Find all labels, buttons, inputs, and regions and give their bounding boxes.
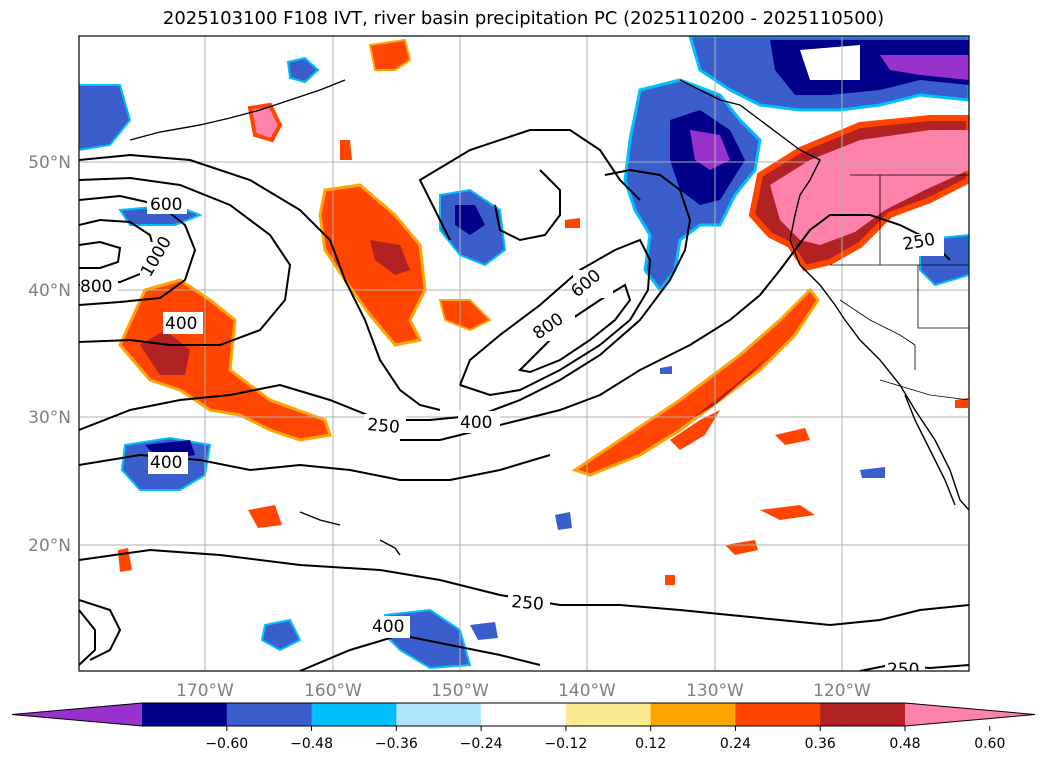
contour-label-250-southeast: 250 — [887, 660, 919, 680]
lon-label-170w: 170°W — [176, 681, 234, 701]
colorbar-tick-label: −0.48 — [290, 736, 333, 752]
small-positive-8 — [665, 575, 675, 585]
aleutian-positive — [247, 102, 283, 143]
colorbar-segment — [396, 703, 482, 726]
contour-label-400-west: 400 — [165, 314, 197, 334]
colorbar-tick-label: −0.36 — [375, 736, 418, 752]
colorbar-outline — [11, 702, 1036, 727]
lat-label-30n: 30°N — [28, 408, 71, 428]
ivt-contour-labels: 600 1000 800 400 400 250 400 600 800 250 — [80, 192, 944, 680]
contour-label-600-west: 600 — [150, 195, 182, 215]
small-positive-1 — [340, 140, 352, 160]
colorbar-segment — [650, 703, 736, 726]
colorbar: −0.60 −0.48 −0.36 −0.24 −0.12 0.12 0.24 0.36 0.4… — [11, 702, 1036, 752]
latitude-labels: 50°N 40°N 30°N 20°N — [28, 153, 71, 556]
lon-label-120w: 120°W — [813, 681, 871, 701]
contour-label-250-central: 250 — [367, 415, 401, 438]
colorbar-tick-label: −0.24 — [460, 736, 503, 752]
south-negative-3 — [470, 622, 498, 640]
contour-label-400-central: 400 — [460, 413, 492, 433]
positive-anomaly-regions — [118, 38, 969, 585]
central-positive-small — [438, 299, 492, 332]
colorbar-segment — [481, 703, 567, 726]
colorbar-segment — [226, 703, 313, 726]
small-positive-7 — [955, 398, 968, 408]
colorbar-tick-label: −0.12 — [544, 736, 587, 752]
colorbar-tick-label: 0.36 — [805, 736, 836, 752]
negative-anomaly-regions — [79, 36, 969, 670]
coastal-negative-purple — [690, 130, 730, 170]
north-positive — [368, 38, 412, 71]
longitude-labels: 170°W 160°W 150°W 140°W 130°W 120°W — [176, 681, 871, 701]
political-borders — [830, 174, 969, 401]
colorbar-segment — [735, 703, 821, 726]
north-negative-small — [286, 56, 320, 84]
colorbar-extend-max — [905, 703, 1035, 726]
colorbar-tick-label: 0.12 — [635, 736, 666, 752]
graticule — [79, 36, 969, 671]
pnw-positive-core — [770, 130, 969, 245]
small-positive-9 — [565, 218, 580, 228]
contour-label-800-west: 800 — [80, 277, 112, 297]
band-positive-tail — [670, 410, 720, 450]
small-positive-4 — [760, 505, 815, 520]
colorbar-tick-label: 0.48 — [889, 736, 920, 752]
lon-label-160w: 160°W — [304, 681, 362, 701]
map-panel: 600 1000 800 400 400 250 400 600 800 250 — [78, 35, 970, 680]
central-negative-core — [455, 205, 485, 235]
colorbar-extend-min — [12, 703, 142, 726]
small-positive-5 — [725, 540, 758, 555]
colorbar-segment — [820, 703, 906, 726]
small-positive-6 — [775, 428, 810, 445]
west-positive-core — [140, 330, 190, 375]
colorbar-tick-label: −0.60 — [205, 736, 248, 752]
central-positive-core — [370, 240, 410, 275]
north-negative-purple — [880, 55, 969, 80]
lon-label-140w: 140°W — [558, 681, 616, 701]
colorbar-segment — [142, 703, 228, 726]
small-positive-2 — [248, 505, 282, 528]
contour-label-400-southwest: 400 — [150, 453, 182, 473]
contour-label-400-south: 400 — [372, 617, 404, 637]
lon-label-130w: 130°W — [686, 681, 744, 701]
band-positive — [571, 287, 820, 477]
lon-label-150w: 150°W — [431, 681, 489, 701]
small-negative-1 — [555, 512, 572, 530]
colorbar-tick-label: 0.60 — [974, 736, 1005, 752]
lat-label-20n: 20°N — [28, 536, 71, 556]
south-negative-2 — [260, 618, 302, 652]
colorbar-tick-label: 0.24 — [720, 736, 751, 752]
central-positive — [318, 183, 427, 347]
colorbar-segment — [565, 703, 652, 726]
north-negative-hole — [800, 45, 860, 80]
map-frame — [78, 35, 970, 672]
colorbar-segment — [311, 703, 397, 726]
map-title: 2025103100 F108 IVT, river basin precipi… — [162, 8, 885, 29]
coastlines — [129, 79, 969, 556]
lat-label-40n: 40°N — [28, 281, 71, 301]
lat-label-50n: 50°N — [28, 153, 71, 173]
west-edge-negative — [79, 84, 132, 152]
contour-label-250-south: 250 — [511, 592, 545, 615]
small-negative-3 — [660, 366, 672, 374]
small-negative-2 — [860, 467, 885, 478]
